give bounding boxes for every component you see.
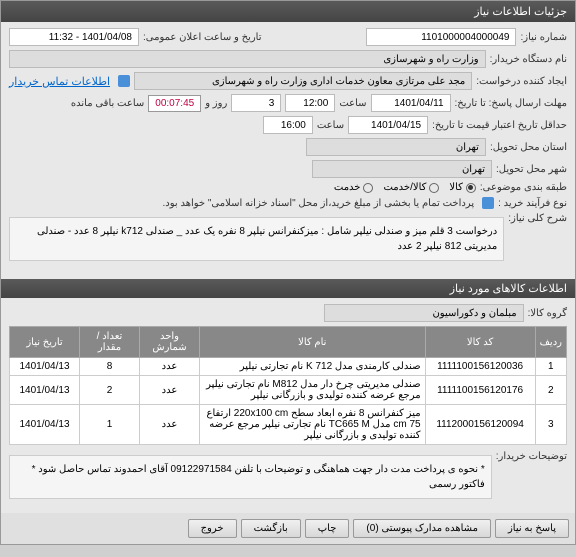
deadline-time: 12:00	[285, 94, 335, 112]
panel-header: جزئیات اطلاعات نیاز	[1, 1, 575, 22]
warn-icon	[482, 197, 494, 209]
respond-button[interactable]: پاسخ به نیاز	[495, 519, 569, 538]
docs-count: (0)	[366, 523, 378, 534]
validity-date: 1401/04/15	[348, 116, 428, 134]
days-label: روز و	[205, 98, 227, 109]
countdown-timer: 00:07:45	[148, 95, 201, 112]
days-value: 3	[231, 94, 281, 112]
reqno-label: شماره نیاز:	[520, 32, 567, 43]
radio-srv[interactable]: خدمت	[334, 182, 374, 193]
remaining-label: ساعت باقی مانده	[71, 98, 144, 109]
th-unit: واحد شمارش	[140, 327, 200, 358]
docs-label: مشاهده مدارک پیوستی	[381, 523, 478, 534]
print-button[interactable]: چاپ	[305, 519, 350, 538]
creator-value: مجد علی مرتازی معاون خدمات اداری وزارت ر…	[134, 72, 472, 90]
contact-link[interactable]: اطلاعات تماس خریدار	[9, 75, 110, 88]
radio-service-label: کالا/خدمت	[383, 182, 426, 193]
buyerdesc-value: * نحوه ی پرداخت مدت دار جهت هماهنگی و تو…	[9, 455, 492, 499]
section2-header: اطلاعات کالاهای مورد نیاز	[1, 279, 575, 298]
category-label: طبقه بندی موضوعی:	[480, 182, 567, 193]
maindesc-label: شرح کلی نیاز:	[508, 213, 567, 224]
radio-goods[interactable]: کالا	[449, 182, 476, 193]
radio-goods-label: کالا	[449, 182, 463, 193]
province-value: تهران	[306, 138, 486, 156]
validity-label: حداقل تاریخ اعتبار قیمت تا تاریخ:	[432, 120, 567, 131]
reqno-value: 1101000004000049	[366, 28, 516, 46]
group-value: مبلمان و دکوراسیون	[324, 304, 524, 322]
deadline-label: مهلت ارسال پاسخ: تا تاریخ:	[455, 98, 567, 109]
exit-button[interactable]: خروج	[188, 519, 237, 538]
buyer-value: وزارت راه و شهرسازی	[9, 50, 486, 68]
time-label-2: ساعت	[317, 120, 344, 131]
time-label-1: ساعت	[339, 98, 366, 109]
deadline-date: 1401/04/11	[371, 94, 451, 112]
city-label: شهر محل تحویل:	[496, 164, 567, 175]
creator-label: ایجاد کننده درخواست:	[476, 76, 567, 87]
table-row: 31112000156120094میز کنفرانس 8 نفره ابعا…	[10, 405, 567, 445]
info-icon	[118, 75, 130, 87]
buyer-label: نام دستگاه خریدار:	[490, 54, 567, 65]
group-label: گروه کالا:	[528, 308, 567, 319]
radio-srv-label: خدمت	[334, 182, 361, 193]
buytype-note: پرداخت تمام یا بخشی از مبلغ خرید،از محل …	[9, 198, 474, 209]
th-qty: تعداد / مقدار	[80, 327, 140, 358]
validity-time: 16:00	[263, 116, 313, 134]
items-table: ردیف کد کالا نام کالا واحد شمارش تعداد /…	[9, 326, 567, 445]
buytype-label: نوع فرآیند خرید :	[498, 198, 567, 209]
province-label: استان محل تحویل:	[490, 142, 567, 153]
th-date: تاریخ نیاز	[10, 327, 80, 358]
announce-value: 1401/04/08 - 11:32	[9, 28, 139, 46]
back-button[interactable]: بازگشت	[241, 519, 301, 538]
th-name: نام کالا	[200, 327, 426, 358]
table-row: 11111100156120036صندلی کارمندی مدل K 712…	[10, 358, 567, 376]
city-value: تهران	[312, 160, 492, 178]
radio-service[interactable]: کالا/خدمت	[383, 182, 439, 193]
table-row: 21111100156120176صندلی مدیریتی چرخ دار م…	[10, 376, 567, 405]
buyerdesc-label: توضیحات خریدار:	[496, 451, 567, 462]
th-code: کد کالا	[425, 327, 535, 358]
announce-label: تاریخ و ساعت اعلان عمومی:	[143, 32, 262, 43]
th-row: ردیف	[535, 327, 566, 358]
maindesc-value: درخواست 3 قلم میز و صندلی نیلپر شامل : م…	[9, 217, 504, 261]
docs-button[interactable]: مشاهده مدارک پیوستی (0)	[353, 519, 491, 538]
